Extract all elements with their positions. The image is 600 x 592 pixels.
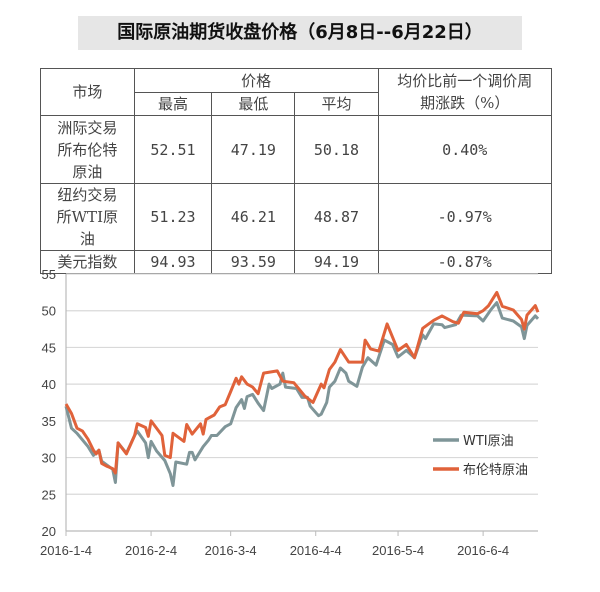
- y-tick-label: 25: [42, 487, 56, 502]
- avg-cell: 48.87: [294, 183, 379, 251]
- legend-brent-label: 布伦特原油: [463, 463, 528, 478]
- oil-price-chart: 20 25 30 35 40 45 50 55 2016-1-4 2016-2-4 2016-3-4…: [40, 267, 540, 558]
- low-cell: 47.19: [211, 115, 296, 184]
- x-tick-label: 2016-2-4: [125, 543, 177, 558]
- high-cell: 94.93: [133, 250, 213, 274]
- high-cell: 51.23: [133, 183, 213, 251]
- header-price: 价格: [133, 68, 379, 93]
- x-tick-label: 2016-1-4: [40, 543, 92, 558]
- x-tick-label: 2016-5-4: [372, 543, 424, 558]
- table-row: 美元指数 94.93 93.59 94.19 -0.87%: [40, 250, 552, 274]
- x-tick-label: 2016-3-4: [205, 543, 257, 558]
- page-title: 国际原油期货收盘价格（6月8日--6月22日）: [78, 16, 522, 50]
- header-change: 均价比前一个调价周期涨跌（%）: [377, 68, 552, 116]
- table-row: 纽约交易所WTI原油 51.23 46.21 48.87 -0.97%: [40, 183, 552, 251]
- change-cell: 0.40%: [377, 115, 552, 184]
- market-cell: 纽约交易所WTI原油: [40, 183, 135, 251]
- market-cell: 洲际交易所布伦特原油: [40, 115, 135, 184]
- table-row: 洲际交易所布伦特原油 52.51 47.19 50.18 0.40%: [40, 115, 552, 184]
- y-tick-label: 30: [42, 451, 56, 466]
- x-tick-label: 2016-4-4: [290, 543, 342, 558]
- brent-line: [64, 290, 540, 475]
- change-cell: -0.87%: [377, 250, 552, 274]
- change-cell: -0.97%: [377, 183, 552, 251]
- low-cell: 46.21: [211, 183, 296, 251]
- oil-price-table: 市场 价格 均价比前一个调价周期涨跌（%） 最高 最低 平均 洲际交易所布伦特原…: [40, 68, 552, 274]
- market-cell: 美元指数: [40, 250, 135, 274]
- avg-cell: 50.18: [294, 115, 379, 184]
- header-low: 最低: [211, 92, 296, 116]
- avg-cell: 94.19: [294, 250, 379, 274]
- legend-wti-label: WTI原油: [463, 434, 514, 449]
- y-tick-label: 35: [42, 414, 56, 429]
- y-tick-label: 55: [42, 267, 56, 282]
- header-high: 最高: [133, 92, 213, 116]
- y-tick-label: 50: [42, 304, 56, 319]
- header-avg: 平均: [294, 92, 379, 116]
- y-tick-label: 40: [42, 377, 56, 392]
- y-tick-label: 20: [42, 524, 56, 539]
- x-tick-label: 2016-6-4: [457, 543, 509, 558]
- y-tick-label: 45: [42, 340, 56, 355]
- high-cell: 52.51: [133, 115, 213, 184]
- header-market: 市场: [40, 68, 135, 116]
